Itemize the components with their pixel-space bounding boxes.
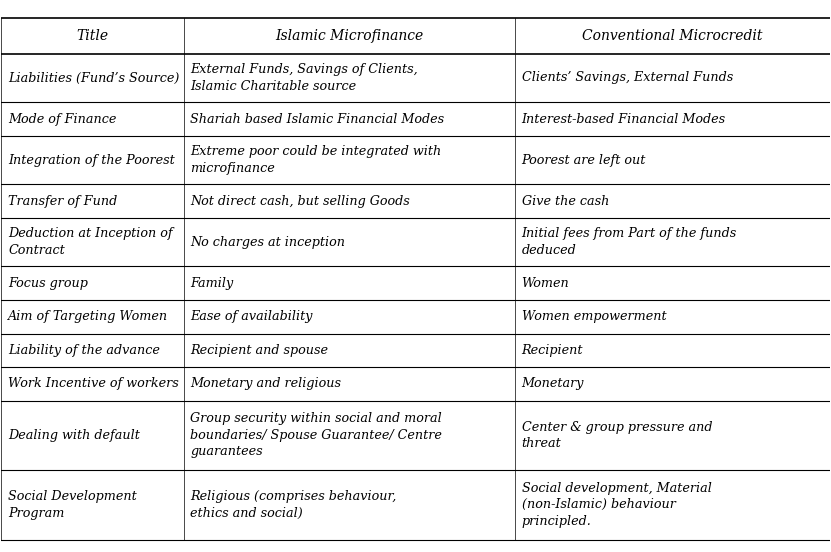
Text: Women empowerment: Women empowerment (522, 310, 666, 323)
Text: Social development, Material
(non-Islamic) behaviour
principled.: Social development, Material (non-Islami… (522, 482, 711, 528)
Text: Transfer of Fund: Transfer of Fund (8, 195, 117, 208)
Text: Islamic Microfinance: Islamic Microfinance (275, 29, 423, 43)
Text: Give the cash: Give the cash (522, 195, 609, 208)
Text: Monetary: Monetary (522, 378, 584, 390)
Text: Dealing with default: Dealing with default (8, 429, 140, 442)
Text: Center & group pressure and
threat: Center & group pressure and threat (522, 421, 712, 450)
Text: Social Development
Program: Social Development Program (8, 490, 137, 519)
Text: Clients’ Savings, External Funds: Clients’ Savings, External Funds (522, 72, 733, 84)
Text: Mode of Finance: Mode of Finance (8, 113, 116, 125)
Text: Recipient: Recipient (522, 344, 583, 357)
Text: Integration of the Poorest: Integration of the Poorest (8, 153, 175, 167)
Text: Focus group: Focus group (8, 277, 88, 290)
Text: Family: Family (190, 277, 234, 290)
Text: Work Incentive of workers: Work Incentive of workers (8, 378, 179, 390)
Text: Title: Title (76, 29, 109, 43)
Text: Ease of availability: Ease of availability (190, 310, 312, 323)
Text: Extreme poor could be integrated with
microfinance: Extreme poor could be integrated with mi… (190, 145, 441, 175)
Text: Initial fees from Part of the funds
deduced: Initial fees from Part of the funds dedu… (522, 227, 737, 257)
Text: Liability of the advance: Liability of the advance (8, 344, 160, 357)
Text: Religious (comprises behaviour,
ethics and social): Religious (comprises behaviour, ethics a… (190, 490, 396, 519)
Text: Deduction at Inception of
Contract: Deduction at Inception of Contract (8, 227, 173, 257)
Text: Aim of Targeting Women: Aim of Targeting Women (8, 310, 168, 323)
Text: Recipient and spouse: Recipient and spouse (190, 344, 328, 357)
Text: No charges at inception: No charges at inception (190, 236, 345, 248)
Text: Not direct cash, but selling Goods: Not direct cash, but selling Goods (190, 195, 410, 208)
Text: Liabilities (Fund’s Source): Liabilities (Fund’s Source) (8, 72, 179, 84)
Text: Women: Women (522, 277, 569, 290)
Text: External Funds, Savings of Clients,
Islamic Charitable source: External Funds, Savings of Clients, Isla… (190, 63, 418, 93)
Text: Monetary and religious: Monetary and religious (190, 378, 342, 390)
Text: Interest-based Financial Modes: Interest-based Financial Modes (522, 113, 725, 125)
Text: Group security within social and moral
boundaries/ Spouse Guarantee/ Centre
guar: Group security within social and moral b… (190, 412, 442, 458)
Text: Poorest are left out: Poorest are left out (522, 153, 646, 167)
Text: Shariah based Islamic Financial Modes: Shariah based Islamic Financial Modes (190, 113, 445, 125)
Text: Conventional Microcredit: Conventional Microcredit (582, 29, 763, 43)
